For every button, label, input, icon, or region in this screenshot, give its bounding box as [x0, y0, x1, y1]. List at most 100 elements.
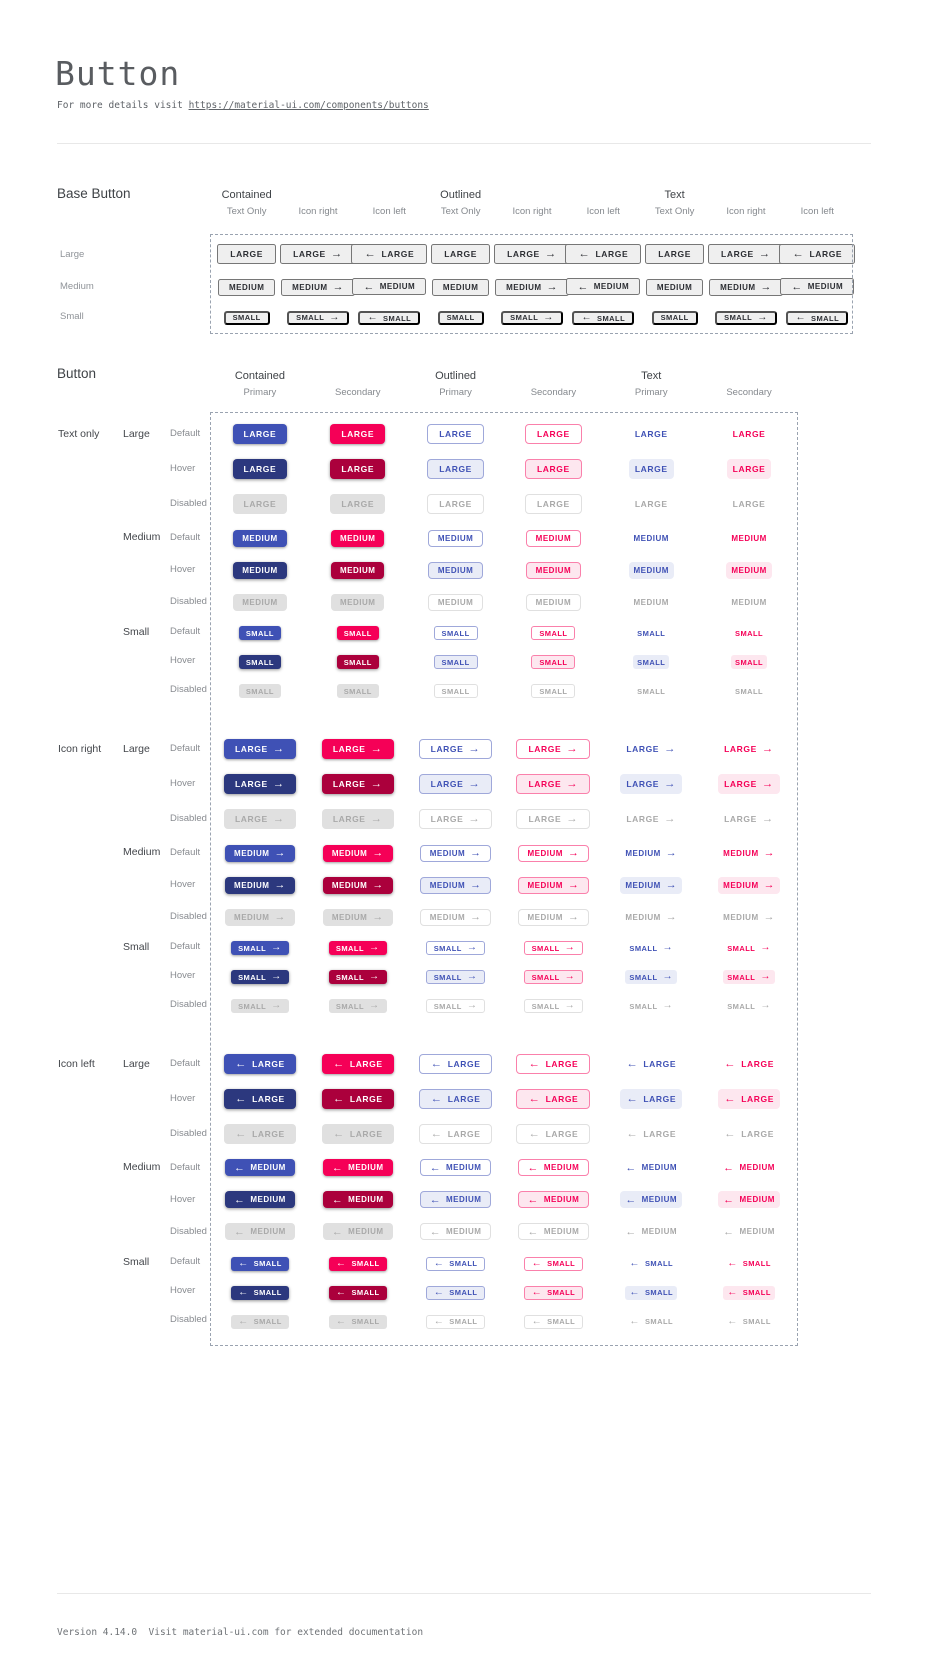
- button-contained-primary-icon-left-large-disabled[interactable]: ← LARGE: [224, 1123, 296, 1144]
- button-contained-primary-icon-right-small-disabled[interactable]: SMALL →: [231, 999, 289, 1013]
- button-outlined-primary-icon-right-small-disabled[interactable]: SMALL →: [425, 999, 486, 1013]
- button-outlined-secondary-text-only-small-default[interactable]: SMALL: [531, 626, 576, 640]
- base-button-contained-icon-right-medium[interactable]: MEDIUM →: [281, 278, 355, 296]
- button-outlined-primary-icon-right-medium-hover[interactable]: MEDIUM →: [419, 876, 492, 894]
- button-outlined-secondary-text-only-medium-default[interactable]: MEDIUM: [525, 529, 582, 547]
- button-outlined-primary-icon-right-large-hover[interactable]: LARGE →: [418, 773, 493, 794]
- button-outlined-secondary-text-only-small-hover[interactable]: SMALL: [531, 655, 576, 669]
- button-contained-primary-text-only-large-hover[interactable]: LARGE: [232, 458, 288, 479]
- button-text-secondary-icon-right-medium-default[interactable]: MEDIUM →: [718, 845, 780, 862]
- base-button-outlined-icon-right-large[interactable]: LARGE →: [494, 244, 570, 264]
- base-button-outlined-icon-left-medium[interactable]: ← MEDIUM: [566, 278, 641, 296]
- button-text-primary-icon-right-large-hover[interactable]: LARGE →: [620, 773, 683, 794]
- button-contained-primary-text-only-small-hover[interactable]: SMALL: [238, 655, 281, 669]
- button-text-secondary-text-only-small-default[interactable]: SMALL: [731, 626, 767, 640]
- base-button-contained-text-only-small[interactable]: SMALL: [223, 310, 270, 325]
- button-text-secondary-icon-left-large-default[interactable]: ← LARGE: [718, 1054, 780, 1074]
- button-contained-secondary-icon-right-small-hover[interactable]: SMALL →: [328, 970, 387, 984]
- button-contained-secondary-icon-right-medium-hover[interactable]: MEDIUM →: [322, 876, 393, 894]
- button-contained-primary-icon-left-medium-hover[interactable]: ← MEDIUM: [225, 1191, 295, 1209]
- button-outlined-secondary-icon-right-small-default[interactable]: SMALL →: [523, 941, 584, 955]
- button-contained-secondary-icon-left-large-default[interactable]: ← LARGE: [321, 1053, 394, 1074]
- button-text-primary-icon-right-large-default[interactable]: LARGE →: [620, 739, 682, 759]
- base-button-text-icon-left-medium[interactable]: ← MEDIUM: [780, 278, 855, 296]
- button-outlined-primary-text-only-large-default[interactable]: LARGE: [427, 423, 484, 444]
- button-contained-primary-text-only-medium-disabled[interactable]: MEDIUM: [233, 593, 287, 611]
- button-contained-secondary-icon-right-small-disabled[interactable]: SMALL →: [328, 999, 387, 1013]
- base-button-contained-icon-right-small[interactable]: SMALL →: [287, 310, 349, 325]
- button-outlined-secondary-icon-right-medium-hover[interactable]: MEDIUM →: [517, 876, 590, 894]
- button-outlined-secondary-text-only-small-disabled[interactable]: SMALL: [531, 684, 576, 698]
- button-outlined-primary-icon-right-large-disabled[interactable]: LARGE →: [418, 808, 493, 829]
- button-contained-secondary-icon-right-large-default[interactable]: LARGE →: [321, 738, 394, 759]
- button-contained-secondary-text-only-small-default[interactable]: SMALL: [336, 626, 379, 640]
- button-outlined-secondary-icon-left-small-disabled[interactable]: ← SMALL: [523, 1314, 584, 1329]
- base-button-text-icon-right-medium[interactable]: MEDIUM →: [709, 278, 783, 296]
- button-text-secondary-icon-right-large-disabled[interactable]: LARGE →: [718, 809, 780, 829]
- button-text-primary-icon-right-large-disabled[interactable]: LARGE →: [620, 809, 682, 829]
- base-button-outlined-text-only-small[interactable]: SMALL: [437, 310, 484, 325]
- button-text-primary-text-only-small-default[interactable]: SMALL: [633, 626, 669, 640]
- button-outlined-secondary-icon-right-medium-disabled[interactable]: MEDIUM →: [517, 908, 590, 926]
- button-contained-secondary-icon-right-small-default[interactable]: SMALL →: [328, 941, 387, 955]
- button-text-primary-icon-left-small-disabled[interactable]: ← SMALL: [625, 1315, 677, 1329]
- button-contained-primary-icon-right-medium-disabled[interactable]: MEDIUM →: [225, 908, 295, 926]
- button-outlined-secondary-text-only-medium-hover[interactable]: MEDIUM: [525, 561, 582, 579]
- button-contained-secondary-icon-left-small-hover[interactable]: ← SMALL: [328, 1285, 387, 1300]
- button-text-primary-icon-left-large-hover[interactable]: ← LARGE: [620, 1088, 683, 1109]
- button-outlined-primary-icon-left-medium-default[interactable]: ← MEDIUM: [419, 1159, 492, 1177]
- button-outlined-primary-icon-left-large-hover[interactable]: ← LARGE: [418, 1088, 493, 1109]
- button-text-secondary-icon-left-large-hover[interactable]: ← LARGE: [718, 1088, 780, 1109]
- button-text-primary-icon-left-large-default[interactable]: ← LARGE: [620, 1054, 682, 1074]
- button-contained-primary-text-only-medium-hover[interactable]: MEDIUM: [233, 561, 287, 579]
- button-text-secondary-icon-left-small-disabled[interactable]: ← SMALL: [723, 1315, 775, 1329]
- button-text-secondary-icon-left-medium-disabled[interactable]: ← MEDIUM: [718, 1223, 780, 1240]
- button-text-primary-icon-right-small-disabled[interactable]: SMALL →: [625, 999, 677, 1013]
- button-outlined-primary-text-only-small-disabled[interactable]: SMALL: [433, 684, 478, 698]
- button-outlined-primary-icon-left-large-default[interactable]: ← LARGE: [418, 1053, 493, 1074]
- button-text-secondary-icon-right-medium-disabled[interactable]: MEDIUM →: [718, 909, 780, 926]
- button-contained-primary-icon-right-small-default[interactable]: SMALL →: [231, 941, 289, 955]
- button-outlined-secondary-icon-right-large-hover[interactable]: LARGE →: [516, 773, 591, 794]
- button-text-primary-text-only-small-disabled[interactable]: SMALL: [633, 684, 669, 698]
- button-text-primary-icon-left-small-default[interactable]: ← SMALL: [625, 1257, 677, 1271]
- button-text-secondary-text-only-small-hover[interactable]: SMALL: [731, 655, 768, 669]
- button-outlined-primary-icon-left-large-disabled[interactable]: ← LARGE: [418, 1123, 493, 1144]
- button-text-primary-icon-left-large-disabled[interactable]: ← LARGE: [620, 1124, 682, 1144]
- button-outlined-primary-text-only-large-disabled[interactable]: LARGE: [427, 493, 484, 514]
- button-text-secondary-text-only-medium-default[interactable]: MEDIUM: [726, 530, 771, 547]
- button-text-secondary-icon-left-medium-default[interactable]: ← MEDIUM: [718, 1159, 780, 1176]
- button-contained-primary-icon-left-small-default[interactable]: ← SMALL: [231, 1256, 289, 1271]
- base-button-contained-text-only-medium[interactable]: MEDIUM: [217, 278, 276, 296]
- button-text-primary-icon-left-medium-hover[interactable]: ← MEDIUM: [620, 1191, 683, 1209]
- button-outlined-primary-icon-right-large-default[interactable]: LARGE →: [418, 738, 493, 759]
- button-contained-primary-icon-left-small-disabled[interactable]: ← SMALL: [231, 1314, 289, 1329]
- button-text-secondary-text-only-medium-hover[interactable]: MEDIUM: [726, 561, 772, 579]
- button-outlined-secondary-icon-right-medium-default[interactable]: MEDIUM →: [517, 844, 590, 862]
- button-contained-primary-icon-left-medium-disabled[interactable]: ← MEDIUM: [225, 1223, 295, 1241]
- button-text-primary-icon-left-medium-default[interactable]: ← MEDIUM: [620, 1159, 682, 1176]
- button-contained-secondary-icon-left-large-hover[interactable]: ← LARGE: [321, 1088, 394, 1109]
- button-outlined-secondary-icon-left-small-default[interactable]: ← SMALL: [523, 1256, 584, 1271]
- button-outlined-secondary-icon-left-medium-hover[interactable]: ← MEDIUM: [517, 1191, 590, 1209]
- base-button-outlined-icon-right-medium[interactable]: MEDIUM →: [495, 278, 569, 296]
- button-outlined-secondary-icon-right-large-default[interactable]: LARGE →: [516, 738, 591, 759]
- button-contained-secondary-icon-left-small-default[interactable]: ← SMALL: [328, 1256, 387, 1271]
- button-outlined-secondary-icon-left-large-default[interactable]: ← LARGE: [516, 1053, 591, 1074]
- button-contained-primary-icon-right-medium-default[interactable]: MEDIUM →: [225, 844, 295, 862]
- button-outlined-secondary-icon-left-medium-default[interactable]: ← MEDIUM: [517, 1159, 590, 1177]
- button-text-secondary-icon-right-small-default[interactable]: SMALL →: [723, 941, 775, 955]
- button-contained-secondary-text-only-small-hover[interactable]: SMALL: [336, 655, 379, 669]
- button-outlined-primary-icon-right-medium-default[interactable]: MEDIUM →: [419, 844, 492, 862]
- base-button-outlined-icon-left-large[interactable]: ← LARGE: [565, 244, 642, 264]
- base-button-text-icon-left-large[interactable]: ← LARGE: [779, 244, 856, 264]
- base-button-text-icon-right-small[interactable]: SMALL →: [715, 310, 777, 325]
- button-contained-secondary-icon-right-medium-default[interactable]: MEDIUM →: [322, 844, 393, 862]
- button-outlined-secondary-icon-left-large-hover[interactable]: ← LARGE: [516, 1088, 591, 1109]
- button-text-primary-text-only-medium-hover[interactable]: MEDIUM: [628, 561, 674, 579]
- button-contained-secondary-icon-left-medium-hover[interactable]: ← MEDIUM: [322, 1191, 393, 1209]
- button-outlined-primary-icon-left-small-default[interactable]: ← SMALL: [425, 1256, 486, 1271]
- button-contained-secondary-icon-left-large-disabled[interactable]: ← LARGE: [321, 1123, 394, 1144]
- button-text-primary-text-only-large-disabled[interactable]: LARGE: [629, 494, 674, 514]
- button-contained-secondary-text-only-large-disabled[interactable]: LARGE: [330, 493, 386, 514]
